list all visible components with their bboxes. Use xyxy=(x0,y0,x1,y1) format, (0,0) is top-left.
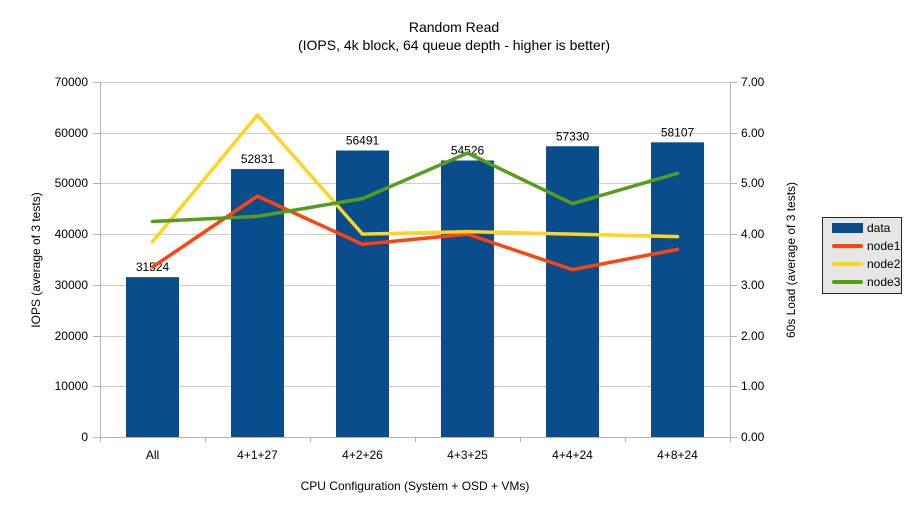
right-tick-label: 4.00 xyxy=(741,227,765,241)
bar-4+3+25 xyxy=(441,160,494,437)
left-tick-label: 70000 xyxy=(55,75,89,89)
x-axis-title: CPU Configuration (System + OSD + VMs) xyxy=(300,479,530,493)
legend-label-data: data xyxy=(867,221,891,235)
left-tick-label: 0 xyxy=(81,430,88,444)
right-tick-label: 5.00 xyxy=(741,176,765,190)
right-tick-label: 6.00 xyxy=(741,126,765,140)
legend-swatch-data xyxy=(832,223,863,233)
legend-label-node1: node1 xyxy=(867,239,901,253)
legend-swatch-node3 xyxy=(832,280,863,284)
line-node3 xyxy=(150,151,680,224)
legend-item-data: data xyxy=(832,219,901,237)
right-tick-label: 1.00 xyxy=(741,379,765,393)
left-tick-label: 40000 xyxy=(55,227,89,241)
gridlines xyxy=(100,82,730,438)
right-tick-label: 7.00 xyxy=(741,75,765,89)
line-node2 xyxy=(150,113,680,244)
x-tick-label-4+8+24: 4+8+24 xyxy=(657,448,698,462)
right-tick-label: 0.00 xyxy=(741,430,765,444)
left-tick-label: 60000 xyxy=(55,126,89,140)
legend-item-node1: node1 xyxy=(832,237,901,255)
legend-item-node3: node3 xyxy=(832,273,901,291)
chart-title-block: Random Read (IOPS, 4k block, 64 queue de… xyxy=(0,18,908,54)
legend-item-node2: node2 xyxy=(832,255,901,273)
bar-All xyxy=(126,277,179,437)
bar-4+4+24 xyxy=(546,146,599,437)
bar-series-data xyxy=(126,142,704,437)
legend-label-node3: node3 xyxy=(867,275,901,289)
legend-label-node2: node2 xyxy=(867,257,901,271)
axis-tick-labels: 0 0.00 10000 1.00 20000 2.00 30000 3.00 40000 4.0… xyxy=(55,75,765,462)
line-node1 xyxy=(150,194,680,272)
axes xyxy=(93,82,737,442)
x-tick-label-All: All xyxy=(146,448,159,462)
chart-subtitle: (IOPS, 4k block, 64 queue depth - higher… xyxy=(297,37,611,53)
right-tick-label: 2.00 xyxy=(741,329,765,343)
chart-title: Random Read xyxy=(408,19,500,35)
left-tick-label: 50000 xyxy=(55,176,89,190)
right-tick-label: 3.00 xyxy=(741,278,765,292)
x-tick-label-4+4+24: 4+4+24 xyxy=(552,448,593,462)
legend-swatch-node2 xyxy=(832,262,863,266)
bar-value-label-4+2+26: 56491 xyxy=(346,134,380,148)
x-tick-label-4+1+27: 4+1+27 xyxy=(237,448,278,462)
bar-4+8+24 xyxy=(651,142,704,437)
left-tick-label: 10000 xyxy=(55,379,89,393)
bar-value-label-4+4+24: 57330 xyxy=(556,129,590,143)
left-tick-label: 20000 xyxy=(55,329,89,343)
chart-legend: data node1 node2 node3 xyxy=(822,217,902,294)
x-tick-label-4+3+25: 4+3+25 xyxy=(447,448,488,462)
left-tick-label: 30000 xyxy=(55,278,89,292)
bar-value-label-4+8+24: 58107 xyxy=(661,125,695,139)
x-tick-label-4+2+26: 4+2+26 xyxy=(342,448,383,462)
bar-value-label-4+3+25: 54526 xyxy=(451,143,485,157)
bar-4+2+26 xyxy=(336,150,389,437)
bar-value-label-4+1+27: 52831 xyxy=(241,152,275,166)
legend-swatch-node1 xyxy=(832,244,863,248)
